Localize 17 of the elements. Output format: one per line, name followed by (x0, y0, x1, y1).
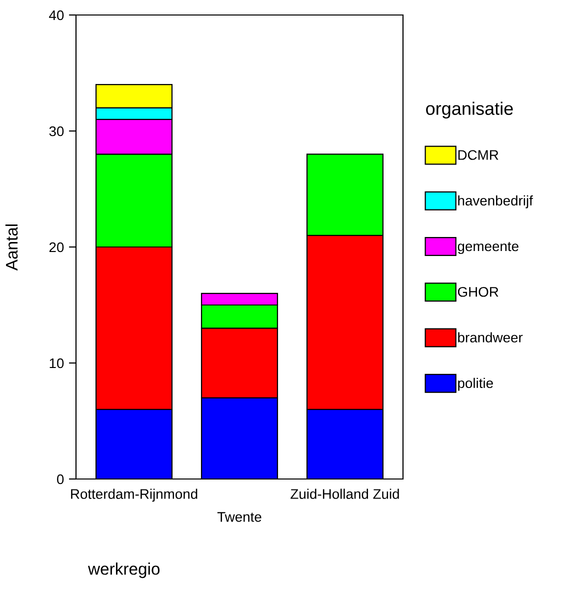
legend-label: politie (458, 378, 493, 391)
x-axis-title: werkregio (88, 562, 160, 578)
y-tick-label: 10 (50, 358, 64, 368)
legend-title: organisatie (426, 102, 513, 119)
legend-label: GHOR (458, 286, 498, 297)
y-axis-title: Aantal (5, 224, 18, 271)
legend-label: brandweer (458, 332, 523, 342)
x-tick-label: Zuid-Holland Zuid (290, 488, 399, 499)
y-tick-label: 0 (57, 474, 64, 484)
legend-label: DCMR (458, 150, 498, 160)
legend-label: gemeente (458, 242, 518, 254)
x-tick-label: Rotterdam-Rijnmond (71, 488, 198, 502)
y-tick-label: 20 (49, 242, 64, 252)
x-tick-label: Twente (217, 512, 262, 522)
y-tick-label: 30 (49, 126, 64, 136)
legend-label: havenbedrijf (458, 195, 533, 208)
y-tick-label: 40 (49, 10, 64, 20)
